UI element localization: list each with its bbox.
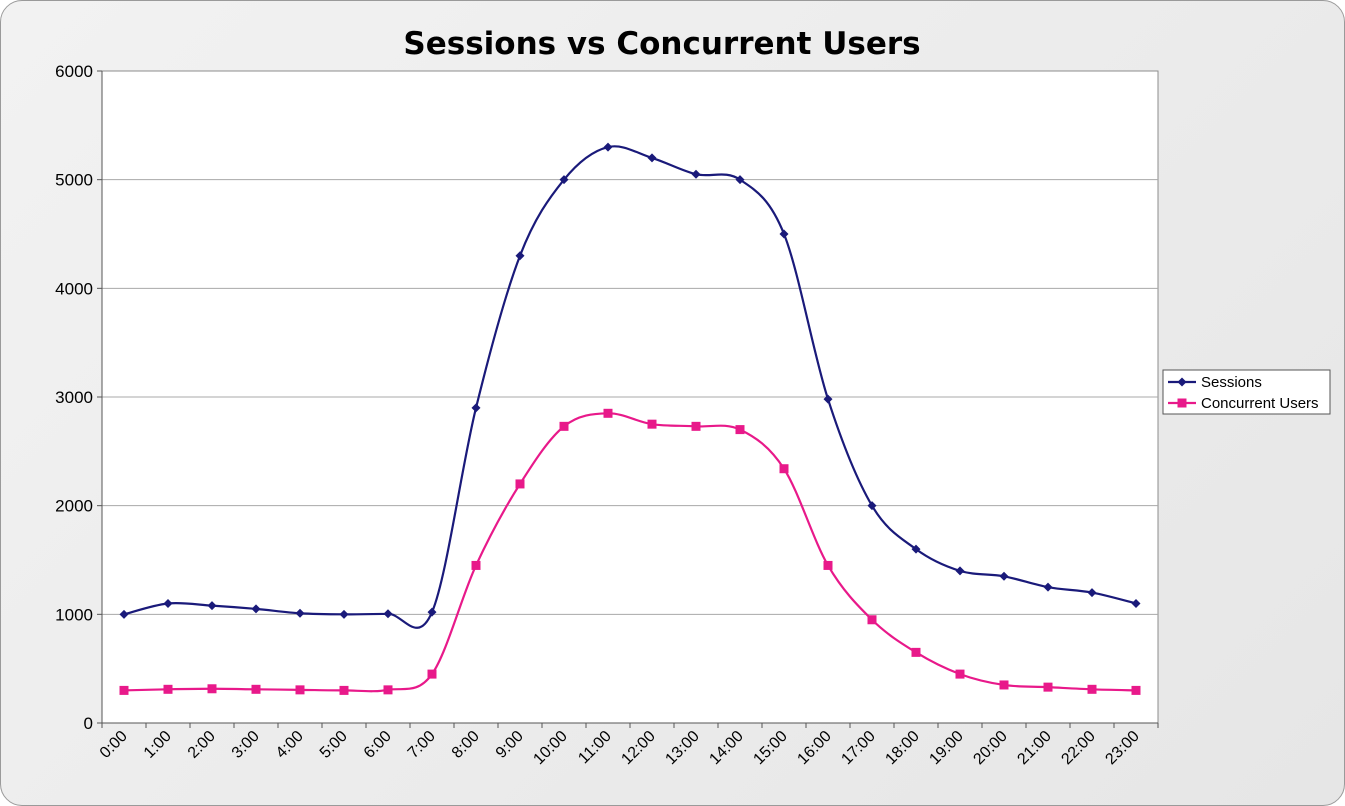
x-tick-label: 9:00 bbox=[493, 728, 527, 762]
legend: Sessions Concurrent Users bbox=[1162, 369, 1331, 415]
data-point bbox=[735, 425, 745, 435]
x-tick-label: 0:00 bbox=[97, 728, 131, 762]
data-point bbox=[779, 464, 789, 474]
x-tick-label: 12:00 bbox=[618, 728, 658, 768]
legend-label: Concurrent Users bbox=[1201, 395, 1319, 412]
x-tick-label: 17:00 bbox=[838, 728, 878, 768]
data-point bbox=[1087, 684, 1097, 694]
data-point bbox=[163, 598, 173, 608]
data-point bbox=[163, 684, 173, 694]
legend-swatch-marker bbox=[1177, 377, 1187, 387]
data-point bbox=[823, 560, 833, 570]
series-sessions bbox=[119, 142, 1141, 629]
data-point bbox=[823, 394, 833, 404]
legend-box bbox=[1162, 369, 1331, 415]
data-point bbox=[691, 169, 701, 179]
data-point bbox=[1131, 685, 1141, 695]
series-layer bbox=[119, 142, 1141, 695]
data-point bbox=[295, 685, 305, 695]
x-tick-label: 16:00 bbox=[794, 728, 834, 768]
data-point bbox=[515, 479, 525, 489]
x-tick-label: 7:00 bbox=[405, 728, 439, 762]
series-line bbox=[123, 145, 1137, 629]
chart-title: Sessions vs Concurrent Users bbox=[403, 26, 920, 62]
x-tick-label: 11:00 bbox=[575, 728, 615, 768]
data-point bbox=[867, 501, 877, 511]
data-point bbox=[471, 560, 481, 570]
data-point bbox=[339, 609, 349, 619]
legend-item: Sessions bbox=[1168, 374, 1262, 391]
gridlines bbox=[102, 179, 1158, 615]
data-point bbox=[603, 408, 613, 418]
data-point bbox=[867, 615, 877, 625]
data-point bbox=[559, 421, 569, 431]
data-point bbox=[999, 680, 1009, 690]
data-point bbox=[911, 647, 921, 657]
data-point bbox=[251, 604, 261, 614]
data-point bbox=[999, 571, 1009, 581]
y-tick-label: 5000 bbox=[55, 171, 93, 190]
data-point bbox=[647, 153, 657, 163]
legend-label: Sessions bbox=[1201, 374, 1262, 391]
data-point bbox=[383, 609, 393, 619]
x-tick-label: 13:00 bbox=[662, 728, 702, 768]
x-tick-label: 2:00 bbox=[185, 728, 219, 762]
legend-item: Concurrent Users bbox=[1168, 395, 1319, 412]
x-tick-label: 3:00 bbox=[229, 728, 263, 762]
x-tick-label: 1:00 bbox=[141, 728, 175, 762]
data-point bbox=[251, 684, 261, 694]
x-tick-label: 4:00 bbox=[273, 728, 307, 762]
y-tick-label: 1000 bbox=[55, 605, 93, 624]
x-tick-label: 19:00 bbox=[926, 728, 966, 768]
data-point bbox=[383, 685, 393, 695]
data-point bbox=[339, 685, 349, 695]
x-tick-label: 22:00 bbox=[1058, 728, 1098, 768]
data-point bbox=[559, 175, 569, 185]
data-point bbox=[1087, 588, 1097, 598]
x-tick-label: 6:00 bbox=[361, 728, 395, 762]
data-point bbox=[955, 566, 965, 576]
y-tick-label: 6000 bbox=[55, 62, 93, 81]
data-point bbox=[427, 607, 437, 617]
y-tick-label: 2000 bbox=[55, 497, 93, 516]
x-tick-label: 10:00 bbox=[530, 728, 570, 768]
data-point bbox=[1043, 582, 1053, 592]
data-point bbox=[779, 229, 789, 239]
data-point bbox=[911, 544, 921, 554]
data-point bbox=[119, 685, 129, 695]
x-tick-label: 5:00 bbox=[317, 728, 351, 762]
data-point bbox=[647, 419, 657, 429]
legend-swatch-marker bbox=[1177, 398, 1187, 408]
x-tick-label: 14:00 bbox=[706, 728, 746, 768]
data-point bbox=[427, 669, 437, 679]
data-point bbox=[207, 601, 217, 611]
data-point bbox=[471, 403, 481, 413]
data-point bbox=[603, 142, 613, 152]
data-point bbox=[515, 251, 525, 261]
x-tick-label: 21:00 bbox=[1014, 728, 1054, 768]
data-point bbox=[295, 608, 305, 618]
y-tick-label: 3000 bbox=[55, 388, 93, 407]
x-tick-label: 8:00 bbox=[449, 728, 483, 762]
data-point bbox=[207, 684, 217, 694]
x-tick-label: 18:00 bbox=[882, 728, 922, 768]
series-concurrent-users bbox=[119, 408, 1141, 695]
x-tick-label: 15:00 bbox=[750, 728, 790, 768]
y-tick-label: 0 bbox=[84, 714, 93, 733]
data-point bbox=[1131, 598, 1141, 608]
data-point bbox=[119, 609, 129, 619]
data-point bbox=[735, 175, 745, 185]
data-point bbox=[691, 421, 701, 431]
x-tick-label: 23:00 bbox=[1102, 728, 1142, 768]
x-tick-label: 20:00 bbox=[970, 728, 1010, 768]
data-point bbox=[1043, 682, 1053, 692]
y-tick-label: 4000 bbox=[55, 279, 93, 298]
data-point bbox=[955, 669, 965, 679]
